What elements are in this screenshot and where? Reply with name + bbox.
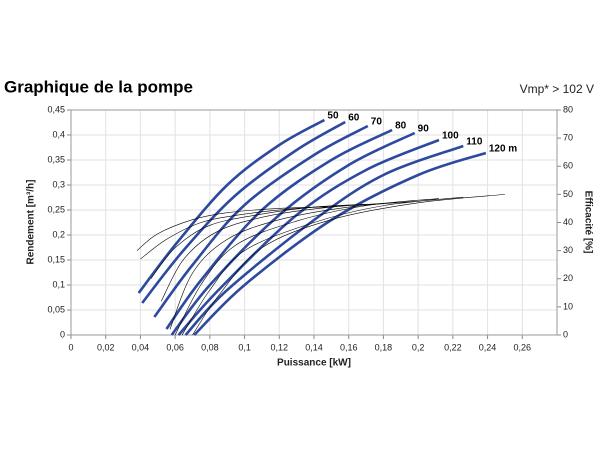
chart-subtitle: Vmp* > 102 V <box>520 82 594 96</box>
efficiency-line <box>160 202 393 302</box>
x-tick-label: 0,16 <box>340 342 358 352</box>
y2-tick-label: 80 <box>563 104 573 114</box>
x-tick-label: 0 <box>68 342 73 352</box>
efficiency-line <box>192 194 505 336</box>
plot-frame <box>70 109 558 336</box>
series-label: 90 <box>418 124 430 135</box>
series-label: 60 <box>348 113 360 124</box>
y2-tick-label: 20 <box>563 273 573 283</box>
x-axis-label: Puissance [kW] <box>277 358 351 369</box>
chart-title: Graphique de la pompe <box>4 77 193 96</box>
flow-line <box>184 144 464 336</box>
x-tick-label: 0,08 <box>201 342 219 352</box>
x-tick-label: 0,24 <box>479 342 497 352</box>
series-label: 70 <box>371 117 383 128</box>
series-label: 80 <box>395 121 407 132</box>
x-tick-label: 0,22 <box>444 342 462 352</box>
series-label: 110 <box>466 137 483 148</box>
y-tick-label: 0,25 <box>47 204 65 214</box>
y-tick-label: 0,05 <box>47 304 65 314</box>
series-label: 120 m <box>489 144 517 155</box>
x-tick-label: 0,12 <box>271 342 289 352</box>
y2-tick-label: 30 <box>563 245 573 255</box>
x-tick-label: 0,2 <box>412 342 425 352</box>
efficiency-line <box>136 206 328 251</box>
series-label: 50 <box>327 111 339 122</box>
efficiency-line <box>150 203 368 279</box>
y2-tick-label: 50 <box>563 189 573 199</box>
x-tick-label: 0,06 <box>166 342 184 352</box>
flow-line <box>177 138 440 336</box>
x-tick-label: 0,18 <box>375 342 393 352</box>
x-tick-label: 0,1 <box>238 342 251 352</box>
y2-tick-label: 40 <box>563 217 573 227</box>
efficiency-line <box>174 198 439 336</box>
y-tick-label: 0,45 <box>47 104 65 114</box>
flow-line <box>193 151 487 336</box>
y-tick-label: 0,3 <box>52 179 65 189</box>
flow-line <box>137 118 326 294</box>
series-label: 100 <box>442 131 459 142</box>
flow-line <box>165 128 393 330</box>
y-tick-label: 0,15 <box>47 254 65 264</box>
y-tick-label: 0 <box>60 329 65 339</box>
x-tick-label: 0,02 <box>97 342 115 352</box>
efficiency-line <box>169 201 415 330</box>
y2-tick-label: 10 <box>563 301 573 311</box>
y2-axis-label: Efficacité [%] <box>582 191 593 254</box>
y2-tick-label: 70 <box>563 133 573 143</box>
flow-line <box>153 124 369 318</box>
x-tick-label: 0,26 <box>514 342 532 352</box>
flow-line <box>141 120 346 304</box>
flow-line <box>170 131 416 336</box>
y-tick-label: 0,4 <box>52 129 65 139</box>
y2-tick-label: 60 <box>563 161 573 171</box>
efficiency-line <box>181 196 464 336</box>
y-axis-label: Rendement [m³/h] <box>26 180 37 265</box>
y-tick-label: 0,2 <box>52 229 65 239</box>
x-tick-label: 0,04 <box>132 342 150 352</box>
y-tick-label: 0,1 <box>52 279 65 289</box>
x-tick-label: 0,14 <box>305 342 323 352</box>
y-tick-label: 0,35 <box>47 154 65 164</box>
y2-tick-label: 0 <box>563 329 568 339</box>
